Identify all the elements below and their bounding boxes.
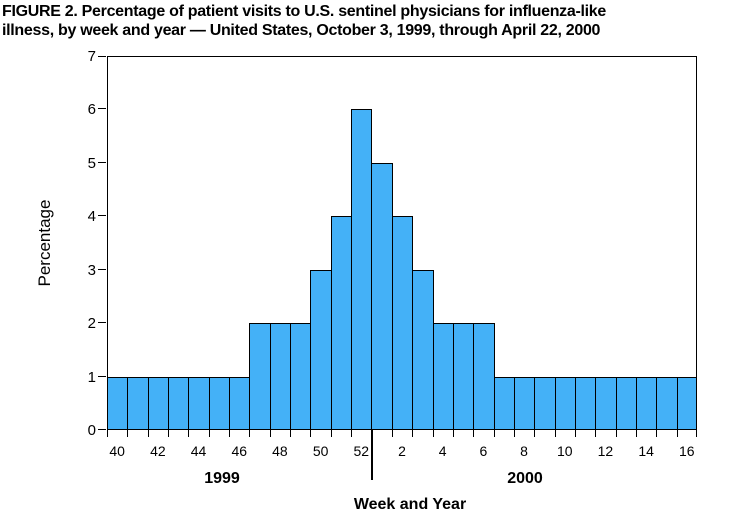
figure-title-line1: FIGURE 2. Percentage of patient visits t…	[2, 3, 606, 20]
x-tick-label-48: 48	[272, 443, 288, 459]
x-tick-10	[310, 430, 311, 437]
x-tick-20	[514, 430, 515, 437]
year-label-1999: 1999	[204, 470, 240, 487]
x-tick-15	[412, 430, 413, 437]
x-tick-28	[677, 430, 678, 437]
x-tick-9	[290, 430, 291, 437]
x-tick-17	[453, 430, 454, 437]
x-tick-5	[209, 430, 210, 437]
x-tick-19	[494, 430, 495, 437]
x-tick-23	[575, 430, 576, 437]
x-tick-label-12: 12	[597, 443, 614, 459]
x-tick-1	[127, 430, 128, 437]
y-tick-label-1: 1	[87, 369, 96, 386]
x-tick-12	[351, 430, 352, 437]
x-tick-label-4: 4	[438, 443, 447, 459]
x-tick-label-40: 40	[109, 443, 125, 459]
y-tick-label-6: 6	[87, 101, 96, 118]
x-tick-7	[249, 430, 250, 437]
x-tick-21	[534, 430, 535, 437]
y-tick-label-4: 4	[87, 208, 96, 225]
x-tick-2	[148, 430, 149, 437]
x-tick-label-6: 6	[479, 443, 488, 459]
x-tick-label-10: 10	[556, 443, 573, 459]
x-tick-label-16: 16	[679, 443, 695, 459]
x-tick-18	[473, 430, 474, 437]
y-tick-label-2: 2	[87, 315, 96, 332]
plot-frame	[107, 56, 697, 430]
x-tick-label-42: 42	[150, 443, 166, 459]
y-tick-5	[98, 162, 106, 163]
x-tick-27	[656, 430, 657, 437]
y-tick-7	[98, 56, 106, 57]
x-tick-26	[636, 430, 637, 437]
year-label-2000: 2000	[507, 470, 543, 487]
y-tick-label-5: 5	[87, 155, 96, 172]
x-tick-label-44: 44	[190, 443, 207, 459]
y-tick-4	[98, 215, 106, 216]
x-tick-11	[331, 430, 332, 437]
x-tick-label-50: 50	[312, 443, 329, 459]
y-tick-2	[98, 322, 106, 323]
x-tick-8	[270, 430, 271, 437]
x-tick-3	[168, 430, 169, 437]
y-tick-6	[98, 108, 106, 109]
y-axis-title: Percentage	[35, 199, 54, 287]
x-tick-label-52: 52	[353, 443, 370, 459]
x-axis-title: Week and Year	[353, 496, 467, 513]
y-tick-label-3: 3	[87, 262, 96, 279]
year-divider-line	[371, 430, 373, 480]
x-tick-22	[555, 430, 556, 437]
y-tick-1	[98, 376, 106, 377]
x-tick-29	[696, 430, 697, 437]
x-tick-label-8: 8	[520, 443, 528, 459]
x-tick-label-14: 14	[638, 443, 654, 459]
x-tick-6	[229, 430, 230, 437]
x-tick-0	[107, 430, 108, 437]
y-tick-3	[98, 269, 106, 270]
x-tick-label-2: 2	[398, 443, 406, 459]
y-tick-label-0: 0	[87, 422, 96, 439]
x-tick-16	[433, 430, 434, 437]
x-tick-4	[188, 430, 189, 437]
x-tick-25	[616, 430, 617, 437]
y-tick-label-7: 7	[87, 48, 96, 65]
figure-title: FIGURE 2. Percentage of patient visits t…	[2, 2, 748, 40]
x-tick-24	[595, 430, 596, 437]
y-tick-0	[98, 429, 106, 430]
x-tick-label-46: 46	[231, 443, 248, 459]
x-tick-14	[392, 430, 393, 437]
figure-title-line2: illness, by week and year — United State…	[2, 22, 601, 39]
